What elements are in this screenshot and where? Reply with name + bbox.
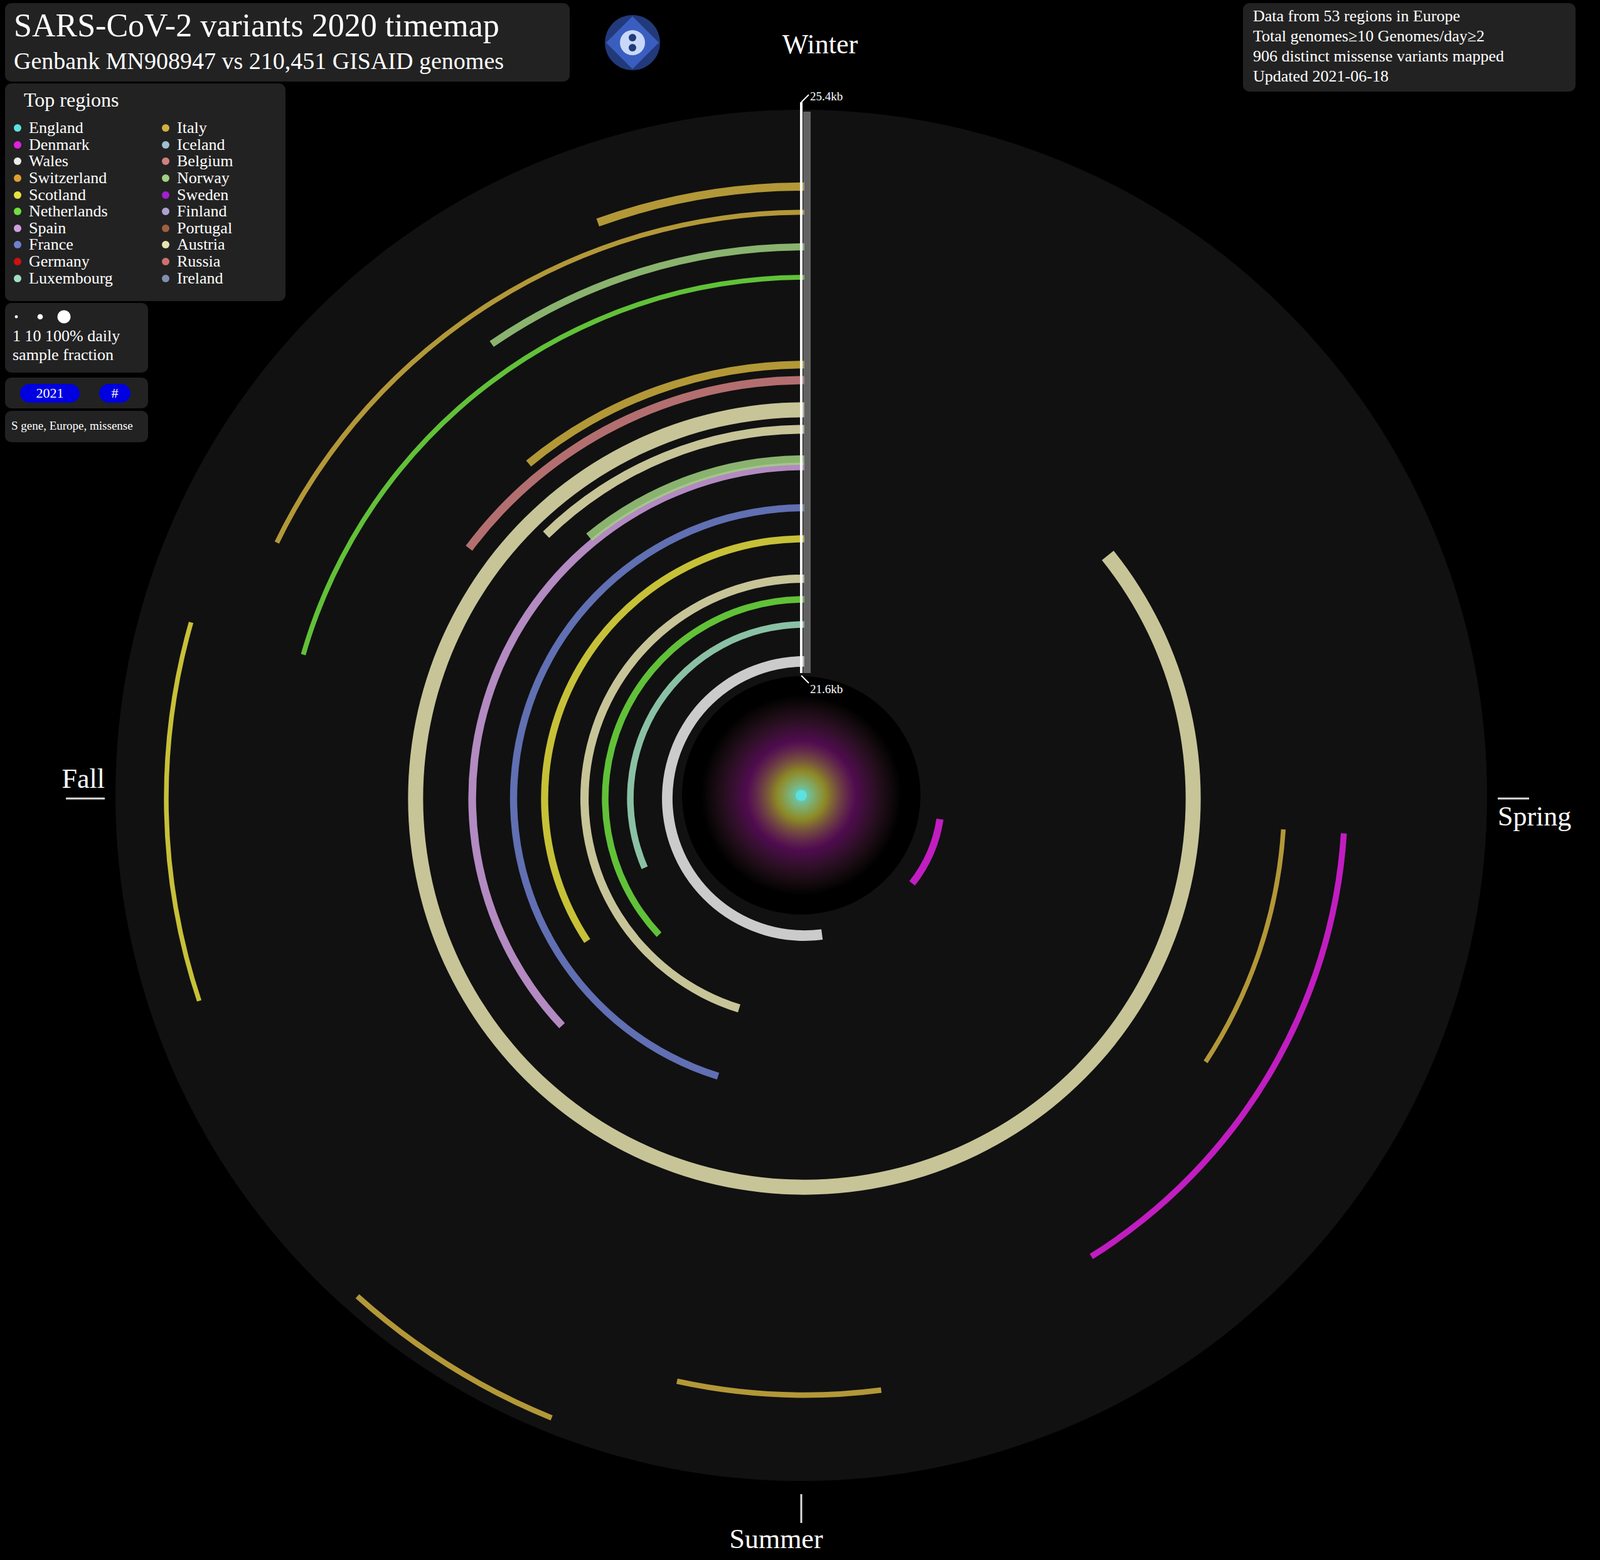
html-text:Italy: Italy [176, 118, 207, 137]
html-text:France: France [28, 235, 74, 254]
html-text:Luxembourg: Luxembourg [28, 268, 113, 288]
html-text:Austria: Austria [176, 235, 225, 254]
html-text:England: England [28, 118, 84, 137]
html-text:Norway: Norway [176, 168, 230, 188]
html-text:S gene, Europe, missense: S gene, Europe, missense [11, 419, 133, 433]
svg-text:Summer: Summer [729, 1524, 823, 1555]
html-text:2021: 2021 [36, 385, 64, 401]
html-text:Denmark: Denmark [28, 135, 90, 154]
html-text:Switzerland: Switzerland [28, 168, 107, 188]
html-text:Total genomes≥10 Genomes/day≥2: Total genomes≥10 Genomes/day≥2 [1253, 26, 1485, 46]
html-text:Updated 2021-06-18: Updated 2021-06-18 [1253, 67, 1389, 86]
html-text:Iceland: Iceland [176, 135, 225, 154]
svg-text:25.4kb: 25.4kb [810, 89, 843, 103]
html-text:Genbank MN908947 vs 210,451 GI: Genbank MN908947 vs 210,451 GISAID genom… [13, 47, 504, 75]
svg-text:Fall: Fall [62, 763, 105, 795]
html-text:Portugal: Portugal [176, 218, 233, 238]
html-text:Data from 53 regions in Europe: Data from 53 regions in Europe [1253, 6, 1461, 26]
html-text:Germany: Germany [28, 252, 90, 271]
html-text:Sweden: Sweden [176, 185, 229, 204]
html-text:Spain: Spain [28, 218, 67, 238]
html-text:Scotland: Scotland [28, 185, 86, 204]
svg-text:21.6kb: 21.6kb [810, 682, 843, 696]
html-text:906 distinct missense variants: 906 distinct missense variants mapped [1253, 47, 1504, 66]
html-text:SARS-CoV-2 variants 2020 timem: SARS-CoV-2 variants 2020 timemap [13, 7, 500, 44]
html-text:Ireland: Ireland [176, 268, 224, 288]
html-text:Netherlands: Netherlands [28, 202, 108, 221]
svg-text:Spring: Spring [1497, 801, 1572, 832]
html-text:Top regions: Top regions [23, 88, 119, 112]
html-text:1 10 100% daily sample fractio: 1 10 100% daily sample fraction [12, 326, 120, 364]
html-text:Russia: Russia [176, 252, 221, 271]
svg-text:Winter: Winter [782, 28, 859, 60]
html-text:Belgium: Belgium [176, 152, 234, 171]
html-text:Wales: Wales [28, 152, 69, 171]
html-text:Finland: Finland [176, 202, 227, 221]
